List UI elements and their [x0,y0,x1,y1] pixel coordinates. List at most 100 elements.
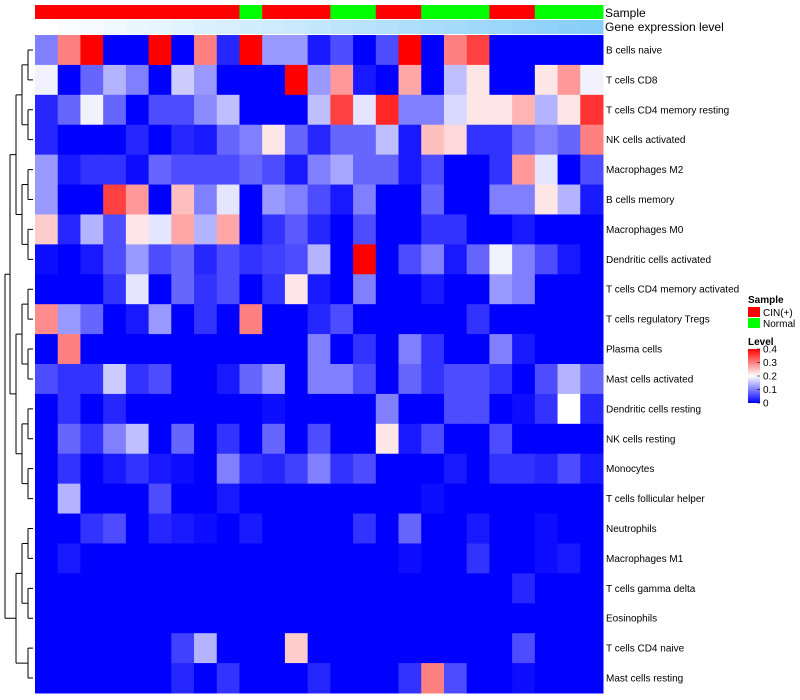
heatmap-cell [557,483,581,515]
heatmap-cell [557,124,581,156]
sample-annotation-cell [557,5,581,19]
heatmap-cell [216,124,240,156]
heatmap-cell [194,453,218,485]
heatmap-cell [284,543,309,574]
heatmap-cell [80,603,104,634]
heatmap-cell [216,334,240,365]
heatmap-cell [330,94,354,126]
heatmap-cell [512,633,536,664]
heatmap-cell [421,513,445,544]
heatmap-cell [534,453,559,485]
heatmap-cell [330,154,354,186]
sample-annotation-cell [284,5,309,19]
heatmap-cell [580,184,604,215]
heatmap-cell [171,393,195,425]
heatmap-cell [35,124,59,156]
heatmap-cell [512,573,536,604]
heatmap-cell [353,364,377,395]
heatmap-cell [443,304,468,335]
heatmap-cell [80,453,104,485]
heatmap-cell [353,573,377,604]
heatmap-cell [125,184,150,215]
heatmap-cell [216,94,240,126]
expression-annotation-cell [580,20,604,34]
heatmap-cell [125,453,150,485]
heatmap-cell [194,274,218,305]
heatmap-cell [353,214,377,245]
heatmap-cell [443,364,468,395]
sample-annotation-cell [35,5,59,19]
row-label: Dendritic cells activated [606,255,711,266]
row-label: T cells regulatory Tregs [606,315,710,326]
heatmap-cell [148,603,172,634]
heatmap-cell [557,364,581,395]
heatmap-cell [148,364,172,395]
heatmap-cell [443,64,468,96]
expression-annotation-cell [262,20,286,34]
heatmap-cell [239,64,263,96]
sample-annotation-cell [307,5,331,19]
heatmap-cell [194,64,218,96]
heatmap-cell [262,124,286,156]
heatmap-cell [375,124,400,156]
heatmap-cell [171,35,195,66]
level-tick-label: 0 [763,399,769,410]
heatmap-cell [171,244,195,275]
heatmap-cell [307,124,331,156]
heatmap-cell [557,543,581,574]
expression-annotation-cell [466,20,490,34]
heatmap-cell [534,423,559,455]
heatmap-cell [580,663,604,694]
heatmap-cell [125,423,150,455]
heatmap-cell [171,154,195,186]
heatmap-cell [421,184,445,215]
heatmap-cell [80,543,104,574]
heatmap-cell [103,423,127,455]
heatmap-cell [534,94,559,126]
heatmap-cell [353,154,377,186]
heatmap-cell [103,603,127,634]
heatmap-cell [421,603,445,634]
heatmap-cell [557,94,581,126]
heatmap-cell [103,35,127,66]
heatmap-cell [216,483,240,515]
heatmap-cell [443,483,468,515]
heatmap-cell [216,513,240,544]
heatmap-cell [284,94,309,126]
heatmap-cell [239,633,263,664]
row-label: Mast cells activated [606,374,693,385]
heatmap-cell [80,364,104,395]
heatmap-cell [330,364,354,395]
heatmap-cell [421,543,445,574]
heatmap-cell [57,663,81,694]
heatmap-cell [35,663,59,694]
heatmap-cell [557,244,581,275]
heatmap-cell [512,603,536,634]
heatmap-cell [398,64,422,96]
heatmap-cell [57,64,81,96]
heatmap-cell [171,633,195,664]
heatmap-cell [421,64,445,96]
heatmap-cell [580,603,604,634]
heatmap-cell [125,244,150,275]
heatmap-cell [489,364,513,395]
expression-annotation-cell [443,20,468,34]
sample-annotation-cell [512,5,536,19]
heatmap-cell [353,124,377,156]
heatmap-cell [57,214,81,245]
heatmap-cell [284,304,309,335]
heatmap-cell [284,364,309,395]
heatmap-cell [148,274,172,305]
heatmap-cell [580,64,604,96]
heatmap-cell [580,453,604,485]
heatmap-cell [239,124,263,156]
heatmap-cell [35,513,59,544]
heatmap-cell [580,423,604,455]
heatmap-cell [557,304,581,335]
heatmap-cell [330,663,354,694]
heatmap-cell [330,483,354,515]
heatmap-cell [284,633,309,664]
row-label: Macrophages M2 [606,165,684,176]
heatmap-cell [148,304,172,335]
heatmap-cell [398,154,422,186]
